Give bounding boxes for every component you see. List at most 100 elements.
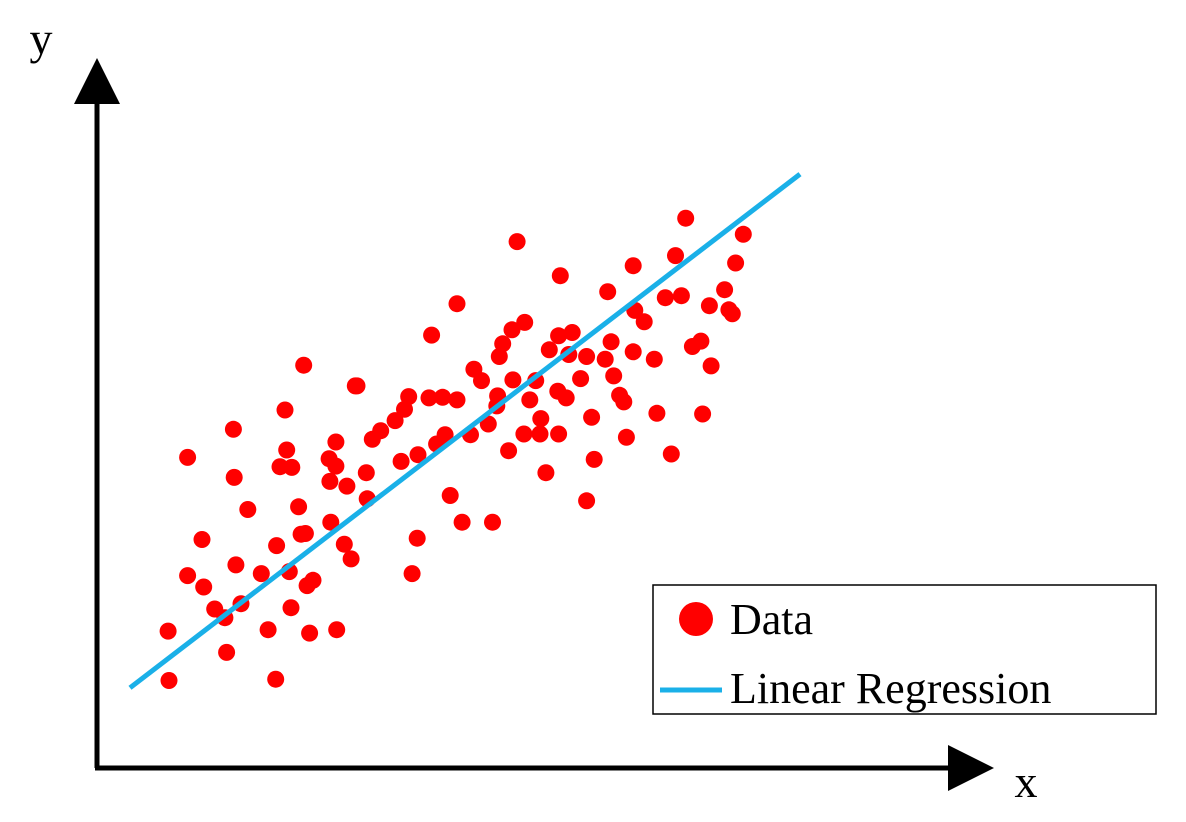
- data-point: [531, 425, 549, 443]
- legend: Data Linear Regression: [652, 584, 1157, 715]
- data-point: [239, 501, 257, 518]
- data-point: [159, 622, 177, 640]
- data-point: [268, 537, 286, 555]
- data-point: [537, 464, 555, 482]
- data-point: [290, 498, 308, 516]
- data-point: [278, 441, 296, 459]
- data-point: [504, 371, 522, 389]
- data-point: [327, 433, 345, 451]
- data-point: [342, 550, 360, 568]
- regression-line: [128, 172, 802, 690]
- data-point: [599, 283, 617, 301]
- data-point: [479, 415, 497, 433]
- data-point: [328, 621, 346, 639]
- data-point: [338, 477, 356, 495]
- data-point: [692, 332, 710, 350]
- data-point: [408, 529, 426, 547]
- regression-lines: [128, 172, 802, 690]
- data-point: [322, 513, 340, 531]
- data-point: [550, 327, 568, 345]
- data-point: [585, 450, 603, 468]
- data-point: [420, 389, 438, 407]
- data-point: [656, 289, 674, 307]
- data-point: [295, 356, 313, 374]
- y-axis-label: y: [30, 13, 53, 64]
- legend-label-regression: Linear Regression: [730, 664, 1051, 713]
- data-point: [615, 393, 633, 411]
- data-point: [218, 643, 236, 661]
- data-point: [521, 391, 539, 409]
- data-point: [327, 457, 345, 475]
- data-point: [441, 487, 459, 504]
- data-point: [335, 535, 353, 553]
- data-point: [624, 257, 642, 275]
- data-point: [304, 571, 322, 589]
- data-point: [484, 513, 501, 531]
- data-point: [645, 350, 663, 368]
- data-point: [508, 233, 526, 251]
- data-point: [392, 452, 410, 470]
- data-point: [723, 305, 741, 323]
- x-axis-label: x: [1015, 756, 1038, 807]
- data-point: [386, 412, 404, 430]
- data-point: [662, 445, 680, 463]
- data-point: [677, 209, 695, 227]
- data-point: [672, 287, 690, 305]
- data-point: [434, 388, 452, 406]
- legend-box: [652, 584, 1157, 715]
- data-point: [179, 567, 197, 585]
- data-point: [227, 556, 245, 574]
- axes: [74, 58, 994, 791]
- data-point: [516, 313, 534, 331]
- data-point: [648, 404, 666, 422]
- data-point: [409, 446, 427, 464]
- data-point: [282, 599, 300, 617]
- data-point: [734, 225, 752, 243]
- data-point: [436, 426, 454, 444]
- data-point: [605, 367, 623, 385]
- data-point: [515, 425, 533, 443]
- data-point: [357, 464, 375, 482]
- data-point: [716, 281, 734, 299]
- legend-label-data: Data: [730, 595, 813, 644]
- data-point: [160, 672, 178, 689]
- data-point: [283, 458, 301, 476]
- data-point: [224, 420, 242, 438]
- data-point: [578, 348, 596, 365]
- data-point: [296, 525, 314, 542]
- data-point: [551, 267, 569, 285]
- data-point: [540, 341, 558, 359]
- y-axis-arrow-icon: [74, 58, 120, 104]
- data-point: [727, 254, 745, 272]
- data-point: [276, 401, 294, 419]
- x-axis-arrow-icon: [948, 745, 994, 791]
- data-point: [372, 422, 390, 440]
- data-point: [301, 624, 319, 642]
- data-point: [179, 448, 197, 466]
- data-point: [550, 425, 568, 443]
- data-point: [602, 333, 620, 351]
- data-point: [563, 324, 581, 341]
- data-point: [348, 377, 366, 395]
- data-point: [267, 670, 285, 688]
- legend-data-marker: [679, 602, 713, 636]
- data-point: [321, 472, 339, 490]
- data-point: [500, 442, 518, 460]
- data-point: [193, 531, 211, 548]
- data-point: [453, 513, 471, 531]
- data-point: [448, 391, 466, 409]
- data-point: [617, 428, 635, 446]
- data-point: [596, 350, 614, 368]
- data-point: [400, 388, 418, 406]
- data-point: [225, 468, 243, 486]
- data-point: [448, 295, 466, 313]
- data-point: [473, 372, 490, 390]
- data-point: [494, 335, 512, 353]
- data-point: [252, 565, 270, 583]
- data-point: [572, 370, 590, 388]
- data-point: [624, 343, 642, 361]
- data-point: [694, 405, 712, 423]
- data-point: [700, 297, 718, 315]
- data-point: [195, 578, 213, 596]
